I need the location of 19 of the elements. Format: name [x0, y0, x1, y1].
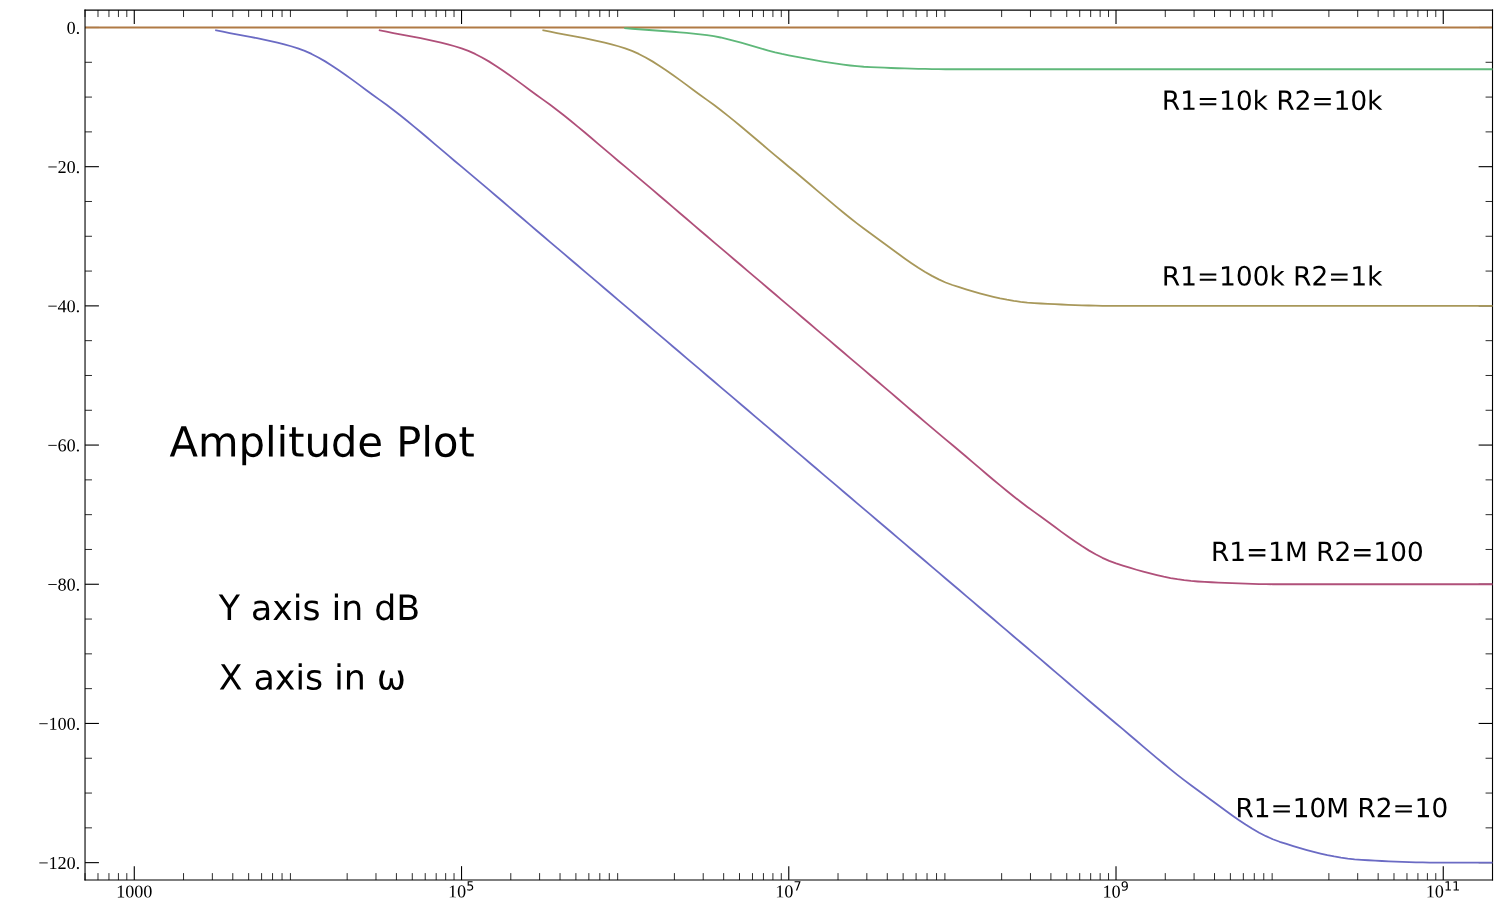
series-label: R1=10M R2=10 — [1238, 797, 1447, 818]
x-tick-label: 10$^{5}$ — [449, 881, 474, 898]
y-tick-label: −80. — [48, 578, 79, 591]
x-tick-label: 1000 — [117, 885, 152, 898]
x-tick-label: 10$^{7}$ — [776, 881, 801, 898]
x-tick-label: 10$^{11}$ — [1427, 881, 1459, 898]
y-tick-label: −60. — [48, 439, 79, 452]
annotation: Amplitude Plot — [169, 424, 474, 466]
y-tick-label: −120. — [39, 856, 79, 870]
series-label: R1=100k R2=1k — [1164, 265, 1383, 286]
y-tick-label: −20. — [48, 160, 79, 174]
annotation: Y axis in dB — [218, 593, 418, 621]
y-tick-label: −40. — [48, 300, 79, 313]
y-tick-label: −100. — [39, 717, 79, 730]
series-label: R1=1M R2=100 — [1213, 541, 1422, 562]
x-tick-label: 10$^{9}$ — [1104, 881, 1128, 898]
annotation: X axis in ω — [219, 663, 404, 691]
series-label: R1=10k R2=10k — [1164, 89, 1383, 111]
y-tick-label: 0. — [67, 21, 79, 35]
